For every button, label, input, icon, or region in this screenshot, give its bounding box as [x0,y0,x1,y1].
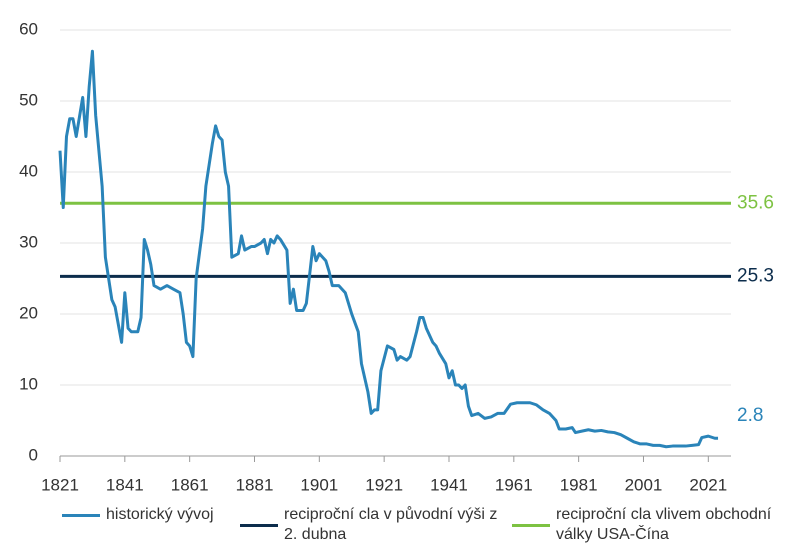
legend-swatch [240,523,278,527]
legend-entry: reciproční cla vlivem obchodní války USA… [512,505,796,545]
legend-label: reciproční cla vlivem obchodní války USA… [556,506,772,543]
x-tick-label: 1921 [365,475,403,494]
y-tick-label: 40 [19,161,38,180]
y-tick-label: 0 [29,445,38,464]
x-tick-label: 1821 [41,475,79,494]
chart: 0 10 20 30 40 50 60 1821 1841 1861 1881 1901 1921 194… [19,19,774,494]
x-tick-label: 1981 [560,475,598,494]
y-tick-label: 20 [19,303,38,322]
x-tick-label: 1961 [495,475,533,494]
end-label: 25.3 [737,265,774,286]
x-tick-label: 1861 [171,475,209,494]
x-tick-label: 2021 [689,475,727,494]
y-tick-label: 30 [19,232,38,251]
x-tick-label: 2001 [625,475,663,494]
x-tick-label: 1901 [300,475,338,494]
legend-entry: reciproční cla v původní výši z 2. dubna [240,505,514,545]
y-tick-label: 10 [19,374,38,393]
end-label: 2.8 [737,405,763,426]
x-tick-label: 1881 [236,475,274,494]
end-label: 35.6 [737,192,774,213]
x-tick-label: 1941 [430,475,468,494]
x-tick-label: 1841 [106,475,144,494]
y-tick-label: 50 [19,90,38,109]
legend-swatch [62,513,100,517]
legend-label: reciproční cla v původní výši z 2. dubna [284,506,498,543]
legend: historický vývoj reciproční cla v původní… [0,505,796,552]
legend-entry: historický vývoj [62,505,216,525]
y-tick-label: 60 [19,19,38,38]
legend-label: historický vývoj [106,506,214,523]
series-line [58,49,719,449]
legend-swatch [512,523,550,527]
